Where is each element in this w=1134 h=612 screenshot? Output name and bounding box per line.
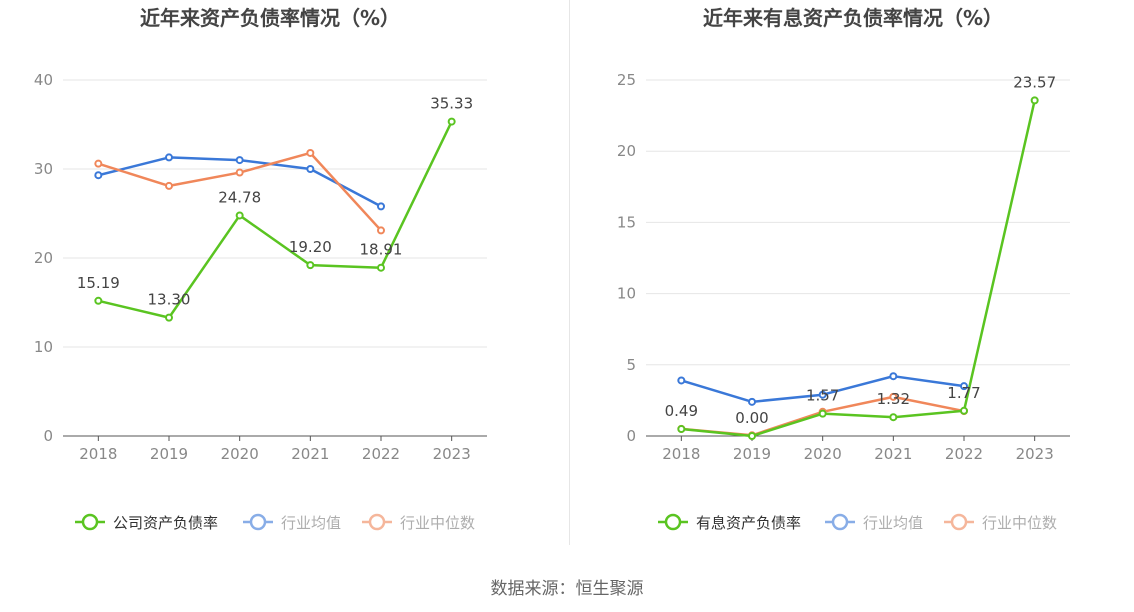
right-x-tick-label: 2021	[874, 445, 912, 463]
right-y-tick-label: 10	[617, 285, 636, 303]
left-legend-label: 公司资产负债率	[113, 514, 218, 532]
left-series-point-2[interactable]	[235, 168, 244, 177]
left-legend-marker	[368, 513, 386, 531]
left-legend-item-1[interactable]: 行业均值	[243, 513, 341, 532]
right-y-tick-label: 5	[626, 356, 636, 374]
left-series-point-0[interactable]	[447, 117, 456, 126]
right-legend-marker	[950, 513, 968, 531]
left-series-point-0[interactable]	[165, 313, 173, 322]
left-data-label: 15.19	[77, 274, 120, 292]
right-data-label: 1.32	[877, 390, 910, 408]
right-x-tick-label: 2018	[662, 445, 700, 463]
right-data-label: 0.49	[665, 402, 698, 420]
right-legend-item-1[interactable]: 行业均值	[825, 513, 923, 532]
left-series-point-2[interactable]	[377, 226, 385, 235]
right-series-point-1[interactable]	[677, 376, 686, 385]
left-data-label: 18.91	[360, 241, 403, 259]
left-data-label: 35.33	[430, 95, 473, 113]
right-series-point-0[interactable]	[960, 406, 968, 415]
left-y-tick-label: 0	[43, 427, 53, 445]
left-x-tick-label: 2019	[150, 445, 188, 463]
left-chart-title: 近年来资产负债率情况（%）	[140, 6, 400, 30]
right-series-point-1[interactable]	[748, 397, 756, 406]
left-series-point-0[interactable]	[235, 211, 244, 220]
left-series-point-1[interactable]	[165, 153, 173, 162]
left-legend-item-2[interactable]: 行业中位数	[362, 513, 475, 532]
right-series-line-0	[681, 100, 1036, 438]
left-x-tick-label: 2022	[362, 445, 400, 463]
left-legend-marker	[249, 513, 267, 531]
left-data-label: 24.78	[218, 188, 261, 206]
right-series-point-0[interactable]	[1030, 96, 1039, 105]
right-x-tick-label: 2020	[804, 445, 842, 463]
right-y-tick-label: 15	[617, 213, 636, 231]
right-data-label: 0.00	[735, 409, 768, 427]
right-legend-marker	[831, 513, 849, 531]
left-x-tick-label: 2018	[79, 445, 117, 463]
left-series-point-2[interactable]	[165, 181, 173, 190]
left-series-point-2[interactable]	[94, 159, 103, 168]
left-x-tick-label: 2023	[433, 445, 471, 463]
left-series-point-1[interactable]	[94, 171, 103, 180]
left-x-tick-label: 2020	[221, 445, 259, 463]
right-data-label: 1.77	[947, 384, 980, 402]
right-legend-label: 行业中位数	[982, 514, 1057, 532]
right-data-label: 23.57	[1013, 73, 1056, 91]
right-data-label: 1.57	[806, 387, 839, 405]
right-series-point-1[interactable]	[818, 390, 827, 399]
left-series-point-2[interactable]	[306, 148, 315, 157]
right-x-tick-label: 2022	[945, 445, 983, 463]
right-series-point-1[interactable]	[960, 382, 968, 391]
left-legend-item-0[interactable]: 公司资产负债率	[75, 513, 218, 532]
left-y-tick-label: 20	[34, 249, 53, 267]
right-legend-label: 行业均值	[863, 514, 923, 532]
left-series-point-1[interactable]	[235, 156, 244, 165]
right-chart-title: 近年来有息资产负债率情况（%）	[703, 6, 1003, 30]
right-y-tick-label: 0	[626, 427, 636, 445]
left-legend-label: 行业均值	[281, 514, 341, 532]
left-series-line-0	[98, 121, 453, 319]
left-y-tick-label: 10	[34, 338, 53, 356]
right-legend-label: 有息资产负债率	[696, 514, 801, 532]
left-chart-svg: 近年来资产负债率情况（%） 0 10 20 30 40 2018 2019 2020 2021 20…	[34, 6, 487, 532]
right-series-point-2[interactable]	[889, 392, 898, 401]
left-data-label: 19.20	[289, 238, 332, 256]
left-series-point-0[interactable]	[377, 263, 385, 272]
right-x-tick-label: 2023	[1016, 445, 1054, 463]
left-legend-marker	[81, 513, 99, 531]
chart-divider	[569, 0, 570, 545]
left-series-point-0[interactable]	[306, 261, 315, 270]
right-series-point-0[interactable]	[748, 432, 756, 440]
left-legend-label: 行业中位数	[400, 514, 475, 532]
chart-left: 近年来资产负债率情况（%） 0 10 20 30 40 2018 2019 2020 2021 20…	[0, 0, 567, 560]
right-legend-marker	[664, 513, 682, 531]
right-y-tick-label: 20	[617, 142, 636, 160]
right-chart-svg: 近年来有息资产负债率情况（%） 0 5 10 15 20 25 2018 2019 2020 202…	[617, 6, 1070, 532]
left-data-label: 13.30	[148, 291, 191, 309]
left-y-tick-label: 30	[34, 160, 53, 178]
right-y-tick-label: 25	[617, 71, 636, 89]
left-x-tick-label: 2021	[291, 445, 329, 463]
left-series-point-1[interactable]	[306, 165, 315, 173]
right-legend-item-2[interactable]: 行业中位数	[944, 513, 1057, 532]
right-legend-item-0[interactable]: 有息资产负债率	[658, 513, 801, 532]
right-x-tick-label: 2019	[733, 445, 771, 463]
right-series-point-0[interactable]	[818, 409, 827, 418]
left-series-point-0[interactable]	[94, 296, 103, 305]
left-series-point-1[interactable]	[377, 202, 385, 211]
data-source-note: 数据来源：恒生聚源	[490, 579, 644, 599]
chart-right: 近年来有息资产负债率情况（%） 0 5 10 15 20 25 2018 2019 2020 202…	[567, 0, 1134, 560]
right-series-point-0[interactable]	[677, 425, 686, 434]
right-series-point-1[interactable]	[889, 372, 898, 381]
left-y-tick-label: 40	[34, 71, 53, 89]
right-series-point-0[interactable]	[889, 413, 898, 422]
